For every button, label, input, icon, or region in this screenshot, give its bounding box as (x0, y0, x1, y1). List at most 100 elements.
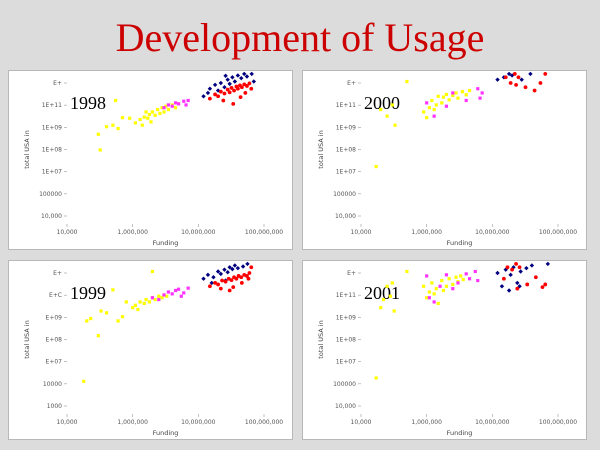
data-point (227, 90, 232, 95)
data-point (104, 125, 109, 129)
data-point (447, 98, 451, 102)
data-point (515, 286, 520, 291)
chart-panel-1998: E+ 1E+11 1E+09 1E+08 1E+07 100000 10,000 10,000… (8, 70, 293, 250)
y-tick-label: 100000 (39, 191, 62, 198)
data-point (131, 306, 135, 310)
data-point (393, 123, 397, 127)
data-point (427, 296, 431, 300)
data-point (242, 71, 247, 77)
data-point (231, 101, 236, 106)
y-tick-label: 1E+11 (42, 102, 62, 109)
data-point (523, 85, 528, 90)
data-point (222, 85, 227, 90)
data-point (422, 284, 426, 288)
data-point (246, 276, 251, 281)
year-label: 1998 (70, 93, 106, 113)
data-point (533, 275, 538, 280)
scatter-plot-2000: E+ 1E+11 1E+09 1E+08 1E+07 100000 10,000 10,000… (317, 71, 577, 247)
data-point (173, 101, 178, 105)
data-point (201, 94, 206, 99)
data-point (238, 95, 243, 100)
y-tick-label: 10000 (43, 381, 62, 388)
data-point (434, 287, 438, 291)
data-point (218, 271, 224, 277)
data-point (207, 96, 212, 101)
y-axis-label: total USA in (23, 320, 31, 358)
data-point (454, 91, 458, 95)
data-point (459, 274, 463, 278)
data-point (528, 71, 533, 77)
data-point (451, 282, 455, 287)
data-point (160, 296, 164, 300)
data-point (461, 277, 465, 282)
data-point (247, 271, 252, 275)
data-point (506, 71, 512, 77)
data-point (444, 273, 449, 277)
data-point (182, 99, 186, 103)
data-point (467, 277, 472, 281)
data-point (543, 72, 548, 76)
y-tick-label: 1E+07 (336, 169, 356, 176)
data-point (245, 261, 250, 267)
data-point (147, 112, 152, 117)
data-point (444, 284, 449, 288)
data-point (223, 279, 228, 284)
data-point (140, 123, 144, 127)
data-point (438, 284, 442, 288)
x-tick-label: 10,000 (57, 419, 78, 426)
data-point (506, 288, 512, 293)
data-point (390, 103, 394, 107)
data-point (427, 106, 431, 110)
data-point (501, 276, 506, 281)
data-point (514, 262, 518, 266)
data-point (480, 91, 484, 95)
data-point (166, 290, 170, 294)
x-tick-label: 100,000,000 (539, 419, 577, 426)
data-point (451, 93, 455, 98)
data-point (478, 96, 482, 100)
y-tick-label: E+C (49, 292, 62, 299)
y-tick-label: 10,000 (41, 213, 62, 220)
x-axis-label: Funding (153, 429, 179, 437)
data-point (158, 111, 162, 116)
y-tick-label: E+07 (46, 359, 63, 366)
data-point (232, 79, 238, 84)
data-point (538, 81, 543, 85)
y-axis-label: total USA in (317, 320, 325, 358)
data-point (525, 282, 530, 287)
data-point (249, 86, 254, 91)
data-point (225, 77, 230, 82)
data-point (232, 263, 238, 268)
data-point (460, 90, 464, 94)
data-point (150, 110, 155, 114)
data-point (184, 103, 188, 107)
data-point (249, 71, 254, 77)
data-point (434, 103, 438, 107)
data-point (230, 266, 235, 272)
y-tick-label: 1E+11 (336, 102, 356, 109)
data-point (516, 75, 521, 80)
data-point (213, 92, 217, 97)
data-point (225, 87, 230, 92)
data-point (96, 334, 100, 338)
data-point (508, 272, 513, 278)
x-tick-label: 100,000,000 (539, 229, 577, 236)
data-point (218, 286, 223, 291)
data-point (149, 120, 153, 124)
x-tick-label: 1,000,000 (117, 419, 148, 426)
data-point (503, 75, 508, 80)
data-point (173, 106, 178, 110)
data-point (405, 269, 409, 274)
data-point (157, 297, 161, 302)
data-point (436, 94, 440, 98)
data-point (227, 81, 232, 87)
data-point (162, 110, 166, 114)
data-point (444, 104, 449, 108)
data-point (116, 319, 120, 323)
data-point (524, 265, 529, 271)
data-point (205, 90, 211, 96)
data-point (432, 292, 436, 296)
data-point (165, 294, 169, 298)
y-axis-label: total USA in (317, 130, 325, 168)
data-point (454, 275, 458, 279)
